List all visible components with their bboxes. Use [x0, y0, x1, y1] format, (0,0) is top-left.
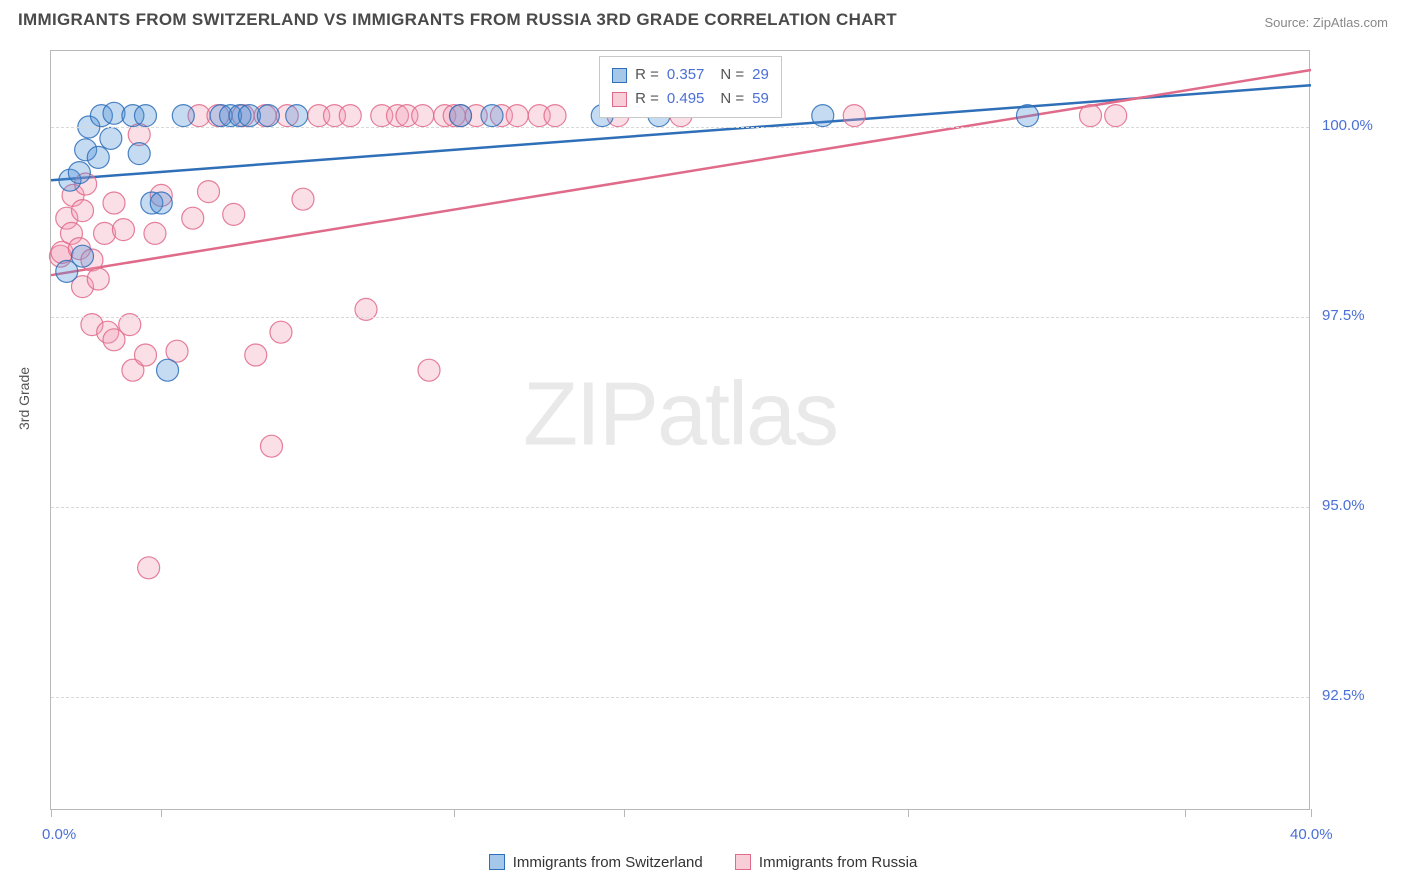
y-axis-title: 3rd Grade — [16, 367, 32, 430]
x-axis-max-label: 40.0% — [1290, 826, 1333, 843]
plot-area: ZIPatlas R = 0.357 N = 29 R = 0.495 N = … — [50, 50, 1310, 810]
legend-item-russia: Immigrants from Russia — [735, 854, 917, 871]
legend-item-switzerland: Immigrants from Switzerland — [489, 854, 703, 871]
y-tick-label: 95.0% — [1322, 497, 1365, 514]
chart-source: Source: ZipAtlas.com — [1264, 15, 1388, 30]
chart-svg — [51, 51, 1309, 809]
stats-row-switzerland: R = 0.357 N = 29 — [612, 63, 769, 87]
y-tick-label: 97.5% — [1322, 307, 1365, 324]
legend-swatch-icon — [735, 854, 751, 870]
y-tick-label: 100.0% — [1322, 117, 1373, 134]
y-tick-label: 92.5% — [1322, 687, 1365, 704]
chart-title: IMMIGRANTS FROM SWITZERLAND VS IMMIGRANT… — [18, 10, 897, 30]
stats-swatch-icon — [612, 68, 627, 83]
stats-swatch-icon — [612, 92, 627, 107]
legend: Immigrants from Switzerland Immigrants f… — [0, 854, 1406, 875]
stats-row-russia: R = 0.495 N = 59 — [612, 87, 769, 111]
stats-box: R = 0.357 N = 29 R = 0.495 N = 59 — [599, 56, 782, 118]
legend-swatch-icon — [489, 854, 505, 870]
x-axis-min-label: 0.0% — [42, 826, 76, 843]
